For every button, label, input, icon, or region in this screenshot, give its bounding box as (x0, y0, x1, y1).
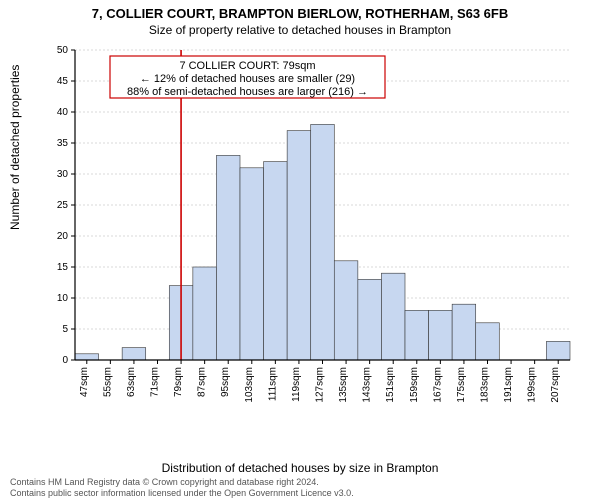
footer-line-1: Contains HM Land Registry data © Crown c… (10, 477, 354, 487)
y-axis-label: Number of detached properties (8, 65, 22, 230)
svg-text:71sqm: 71sqm (150, 367, 161, 397)
svg-text:111sqm: 111sqm (267, 367, 278, 401)
svg-text:55sqm: 55sqm (102, 367, 113, 397)
svg-text:119sqm: 119sqm (291, 367, 302, 402)
svg-text:79sqm: 79sqm (173, 367, 184, 397)
svg-text:88% of semi-detached houses ar: 88% of semi-detached houses are larger (… (127, 86, 368, 98)
svg-text:50: 50 (57, 45, 69, 56)
svg-text:← 12% of detached houses are s: ← 12% of detached houses are smaller (29… (140, 73, 355, 85)
svg-text:7 COLLIER COURT: 79sqm: 7 COLLIER COURT: 79sqm (179, 60, 315, 72)
svg-text:95sqm: 95sqm (220, 367, 231, 397)
chart-area: 0 5 10 15 20 25 30 35 40 45 50 47sqm 55sqm 63sqm 71sqm… (55, 45, 575, 415)
svg-text:35: 35 (57, 138, 69, 149)
svg-text:143sqm: 143sqm (362, 367, 373, 403)
chart-container: 7, COLLIER COURT, BRAMPTON BIERLOW, ROTH… (0, 0, 600, 500)
svg-text:207sqm: 207sqm (550, 367, 561, 403)
chart-title: 7, COLLIER COURT, BRAMPTON BIERLOW, ROTH… (0, 0, 600, 21)
svg-text:25: 25 (57, 200, 69, 211)
svg-text:151sqm: 151sqm (385, 367, 396, 403)
histogram-svg: 0 5 10 15 20 25 30 35 40 45 50 47sqm 55sqm 63sqm 71sqm… (55, 45, 575, 415)
footer-attribution: Contains HM Land Registry data © Crown c… (10, 477, 354, 498)
svg-text:175sqm: 175sqm (456, 367, 467, 403)
svg-text:159sqm: 159sqm (409, 367, 420, 403)
svg-text:199sqm: 199sqm (527, 367, 538, 403)
chart-subtitle: Size of property relative to detached ho… (0, 21, 600, 37)
svg-text:5: 5 (62, 324, 68, 335)
svg-text:167sqm: 167sqm (432, 367, 443, 403)
svg-text:20: 20 (57, 231, 69, 242)
svg-text:103sqm: 103sqm (244, 367, 255, 403)
svg-text:127sqm: 127sqm (315, 367, 326, 403)
svg-text:45: 45 (57, 76, 69, 87)
svg-text:135sqm: 135sqm (338, 367, 349, 403)
footer-line-2: Contains public sector information licen… (10, 488, 354, 498)
svg-text:63sqm: 63sqm (126, 367, 137, 397)
svg-text:10: 10 (57, 293, 69, 304)
svg-text:15: 15 (57, 262, 69, 273)
x-axis-label: Distribution of detached houses by size … (0, 461, 600, 475)
svg-text:0: 0 (62, 355, 68, 366)
svg-text:30: 30 (57, 169, 69, 180)
svg-text:47sqm: 47sqm (79, 367, 90, 397)
svg-text:183sqm: 183sqm (480, 367, 491, 403)
svg-text:87sqm: 87sqm (197, 367, 208, 397)
svg-text:40: 40 (57, 107, 69, 118)
svg-text:191sqm: 191sqm (503, 367, 514, 403)
